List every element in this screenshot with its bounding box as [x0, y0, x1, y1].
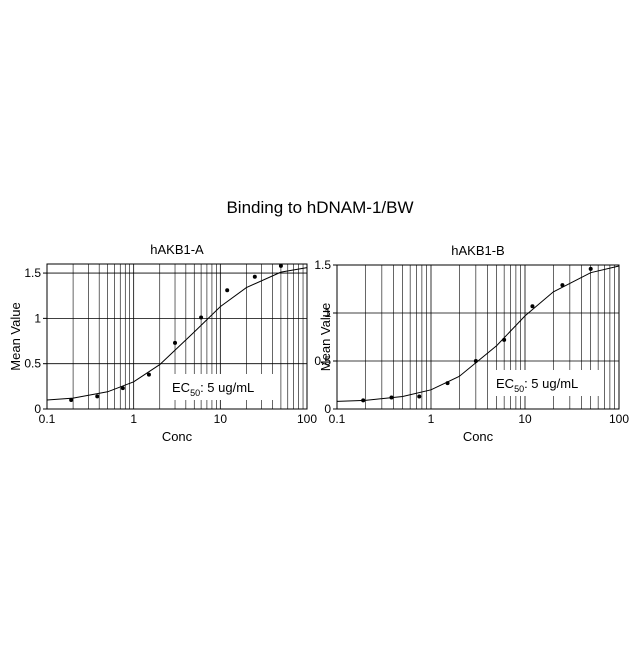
x-tick-label: 100: [297, 412, 317, 426]
data-point: [361, 398, 365, 402]
data-point: [199, 315, 203, 319]
data-point: [417, 395, 421, 399]
y-tick-label: 1.5: [314, 258, 331, 272]
data-point: [474, 359, 478, 363]
data-point: [95, 394, 99, 398]
data-point: [389, 395, 393, 399]
x-axis-label: Conc: [463, 429, 494, 444]
y-tick-label: 1.5: [24, 266, 41, 280]
y-tick-label: 0: [34, 402, 41, 416]
data-point: [279, 264, 283, 268]
annotation-text: : 5 ug/mL: [524, 376, 578, 391]
annotation-prefix: EC: [172, 380, 190, 395]
x-tick-label: 0.1: [329, 412, 346, 426]
data-point: [173, 341, 177, 345]
data-point: [225, 288, 229, 292]
page-title: Binding to hDNAM-1/BW: [226, 198, 413, 217]
data-point: [589, 267, 593, 271]
y-axis-label: Mean Value: [8, 302, 23, 370]
annotation-sub: 50: [190, 388, 200, 398]
x-tick-label: 10: [518, 412, 532, 426]
x-tick-label: 1: [130, 412, 137, 426]
data-point: [121, 386, 125, 390]
y-tick-label: 0.5: [24, 357, 41, 371]
annotation-text: : 5 ug/mL: [200, 380, 254, 395]
annotation-prefix: EC: [496, 376, 514, 391]
chart-title: hAKB1-A: [150, 242, 204, 257]
y-tick-label: 0: [324, 402, 331, 416]
page: Binding to hDNAM-1/BW hAKB1-A Conc Mean Va…: [0, 0, 640, 640]
data-point: [147, 373, 151, 377]
data-point: [446, 381, 450, 385]
chart-title: hAKB1-B: [451, 243, 504, 258]
x-tick-label: 10: [214, 412, 228, 426]
y-tick-label: 1: [34, 311, 41, 325]
x-axis-label: Conc: [162, 429, 193, 444]
annotation-sub: 50: [514, 384, 524, 394]
data-point: [530, 304, 534, 308]
data-point: [502, 338, 506, 342]
y-tick-label: 1: [324, 306, 331, 320]
data-point: [560, 283, 564, 287]
x-tick-label: 1: [428, 412, 435, 426]
data-point: [253, 275, 257, 279]
data-point: [69, 398, 73, 402]
x-tick-label: 100: [609, 412, 629, 426]
y-tick-label: 0.5: [314, 354, 331, 368]
x-tick-label: 0.1: [39, 412, 56, 426]
